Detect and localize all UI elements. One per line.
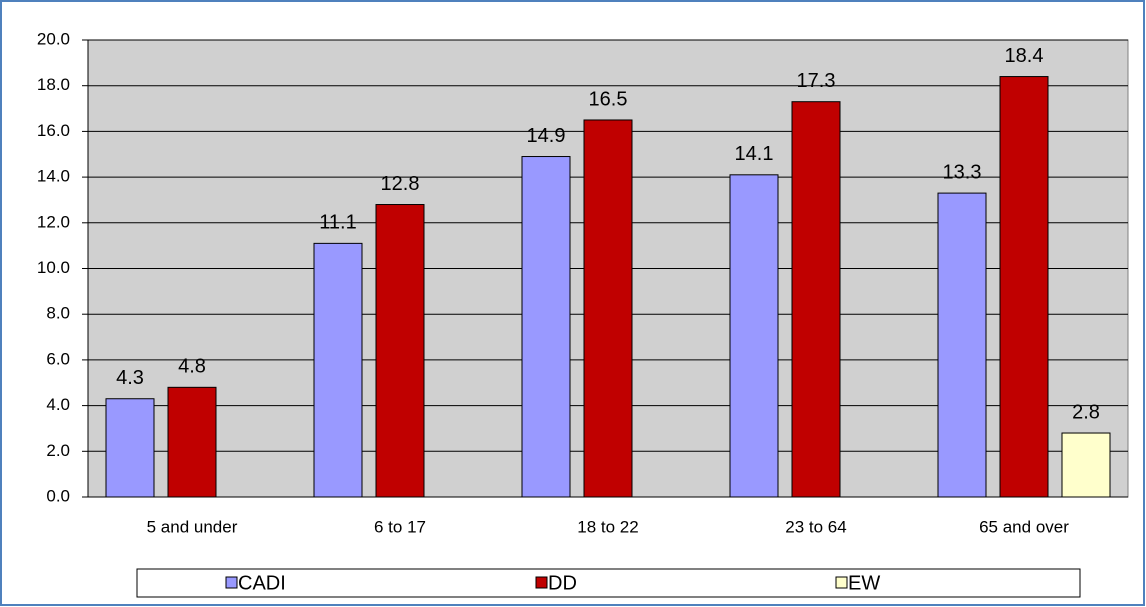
- bar: [1061, 432, 1111, 498]
- value-label: 4.3: [116, 367, 144, 389]
- y-tick-label: 0.0: [46, 486, 70, 505]
- bar: [583, 119, 633, 498]
- y-tick-label: 6.0: [46, 349, 70, 368]
- legend-swatch: [535, 576, 548, 589]
- value-label: 14.1: [735, 143, 774, 165]
- value-label: 4.8: [178, 356, 206, 378]
- value-label: 13.3: [943, 161, 982, 183]
- bar: [521, 156, 571, 498]
- y-tick-label: 12.0: [37, 212, 70, 231]
- bar: [937, 192, 987, 498]
- value-label: 2.8: [1072, 401, 1100, 423]
- value-label: 12.8: [381, 173, 420, 195]
- x-tick-label: 18 to 22: [577, 517, 638, 536]
- bar: [375, 204, 425, 498]
- y-tick-label: 18.0: [37, 75, 70, 94]
- y-tick-label: 10.0: [37, 258, 70, 277]
- x-tick-label: 65 and over: [979, 517, 1069, 536]
- bar: [313, 242, 363, 498]
- legend-swatch: [835, 576, 848, 589]
- value-label: 16.5: [589, 88, 628, 110]
- legend-label: DD: [548, 572, 577, 594]
- x-tick-label: 23 to 64: [785, 517, 846, 536]
- y-tick-label: 14.0: [37, 167, 70, 186]
- bar: [105, 398, 155, 498]
- bar: [999, 76, 1049, 498]
- legend: [136, 568, 1081, 598]
- y-tick-label: 20.0: [37, 29, 70, 48]
- x-tick-label: 5 and under: [147, 517, 238, 536]
- y-tick-label: 8.0: [46, 304, 70, 323]
- legend-label: CADI: [238, 572, 286, 594]
- bar: [167, 386, 217, 498]
- legend-label: EW: [848, 572, 880, 594]
- bar: [791, 101, 841, 498]
- y-tick-label: 16.0: [37, 121, 70, 140]
- value-label: 14.9: [527, 125, 566, 147]
- y-tick-label: 4.0: [46, 395, 70, 414]
- value-label: 11.1: [319, 212, 356, 234]
- x-tick-label: 6 to 17: [374, 517, 426, 536]
- bar: [729, 174, 779, 498]
- value-label: 18.4: [1005, 45, 1044, 67]
- legend-swatch: [225, 576, 238, 589]
- y-tick-label: 2.0: [46, 441, 70, 460]
- value-label: 17.3: [797, 70, 836, 92]
